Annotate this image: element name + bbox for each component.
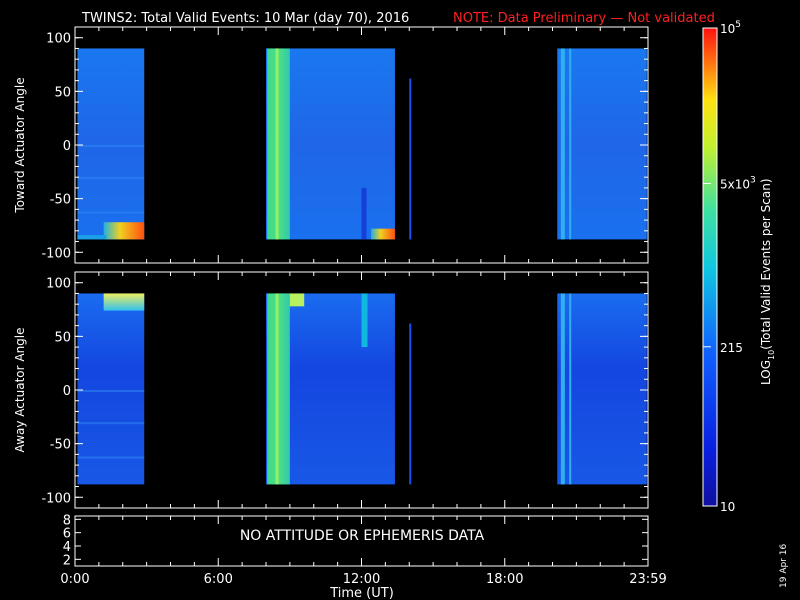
data-block bbox=[77, 48, 145, 240]
colorbar: 105 5x103 215 10 bbox=[702, 20, 756, 514]
warm-band bbox=[77, 235, 107, 240]
data-block bbox=[557, 48, 647, 240]
y-tick-label: -100 bbox=[41, 491, 71, 506]
x-tick-label: 12:00 bbox=[343, 572, 380, 587]
y-tick-label: 100 bbox=[46, 277, 71, 292]
colorbar-tick-label: 10 bbox=[720, 500, 735, 514]
no-data-message: NO ATTITUDE OR EPHEMERIS DATA bbox=[240, 528, 485, 544]
toward-angle-label: Toward Actuator Angle bbox=[13, 77, 27, 213]
y-tick-label: 4 bbox=[63, 540, 71, 555]
x-tick-label: 6:00 bbox=[204, 572, 233, 587]
stripe bbox=[569, 293, 572, 485]
colorbar-gradient bbox=[703, 28, 717, 506]
y-tick-label: 2 bbox=[63, 553, 71, 568]
y-tick-label: 8 bbox=[63, 513, 71, 528]
away-angle-label: Away Actuator Angle bbox=[13, 327, 27, 452]
colorbar-label: LOG10(Total Valid Events per Scan) bbox=[759, 178, 776, 385]
side-date: 19 Apr 16 bbox=[779, 544, 789, 588]
colorbar-tick-label: 215 bbox=[720, 341, 743, 355]
data-block bbox=[557, 293, 647, 485]
band-line bbox=[77, 177, 145, 180]
stripe bbox=[560, 48, 565, 240]
y-tick-label: 100 bbox=[46, 32, 71, 47]
colorbar-tick-label: 5x103 bbox=[720, 175, 756, 191]
x-tick-label: 23:59 bbox=[629, 572, 666, 587]
panel-away: 100 50 0 -50 -100 bbox=[41, 271, 649, 509]
band-line bbox=[77, 422, 145, 425]
colorbar-label-sub: 10 bbox=[767, 350, 776, 360]
x-tick-label: 0:00 bbox=[60, 572, 89, 587]
band-line bbox=[77, 456, 145, 459]
hot-band bbox=[103, 293, 145, 311]
band-line bbox=[77, 145, 145, 147]
stripe bbox=[569, 48, 572, 240]
data-block bbox=[409, 323, 412, 485]
stripe bbox=[361, 293, 368, 348]
y-tick-label: -50 bbox=[50, 438, 71, 453]
colorbar-tick-label: 105 bbox=[720, 20, 741, 36]
y-tick-label: -100 bbox=[41, 246, 71, 261]
stripe bbox=[361, 187, 367, 240]
y-tick-label: 0 bbox=[63, 139, 71, 154]
data-block bbox=[409, 78, 412, 240]
hot-band bbox=[371, 228, 395, 240]
band-line bbox=[77, 390, 145, 392]
y-tick-label: 50 bbox=[54, 330, 71, 345]
preliminary-note: NOTE: Data Preliminary — Not validated bbox=[453, 11, 715, 26]
x-axis-label: Time (UT) bbox=[329, 586, 394, 600]
green-stripe bbox=[275, 293, 279, 485]
stripe bbox=[560, 293, 565, 485]
y-tick-label: 0 bbox=[63, 384, 71, 399]
band-line bbox=[77, 211, 145, 214]
data-block bbox=[77, 293, 145, 485]
green-stripe bbox=[275, 48, 279, 240]
panel-toward: 100 50 0 -50 -100 bbox=[41, 26, 649, 264]
y-tick-label: -50 bbox=[50, 193, 71, 208]
y-tick-label: 50 bbox=[54, 85, 71, 100]
y-tick-label: 6 bbox=[63, 527, 71, 542]
plot-title: TWINS2: Total Valid Events: 10 Mar (day … bbox=[81, 11, 409, 26]
colorbar-label-post: (Total Valid Events per Scan) bbox=[759, 178, 773, 349]
hot-band bbox=[103, 222, 145, 240]
colorbar-label-pre: LOG bbox=[759, 360, 773, 385]
x-tick-label: 18:00 bbox=[486, 572, 523, 587]
